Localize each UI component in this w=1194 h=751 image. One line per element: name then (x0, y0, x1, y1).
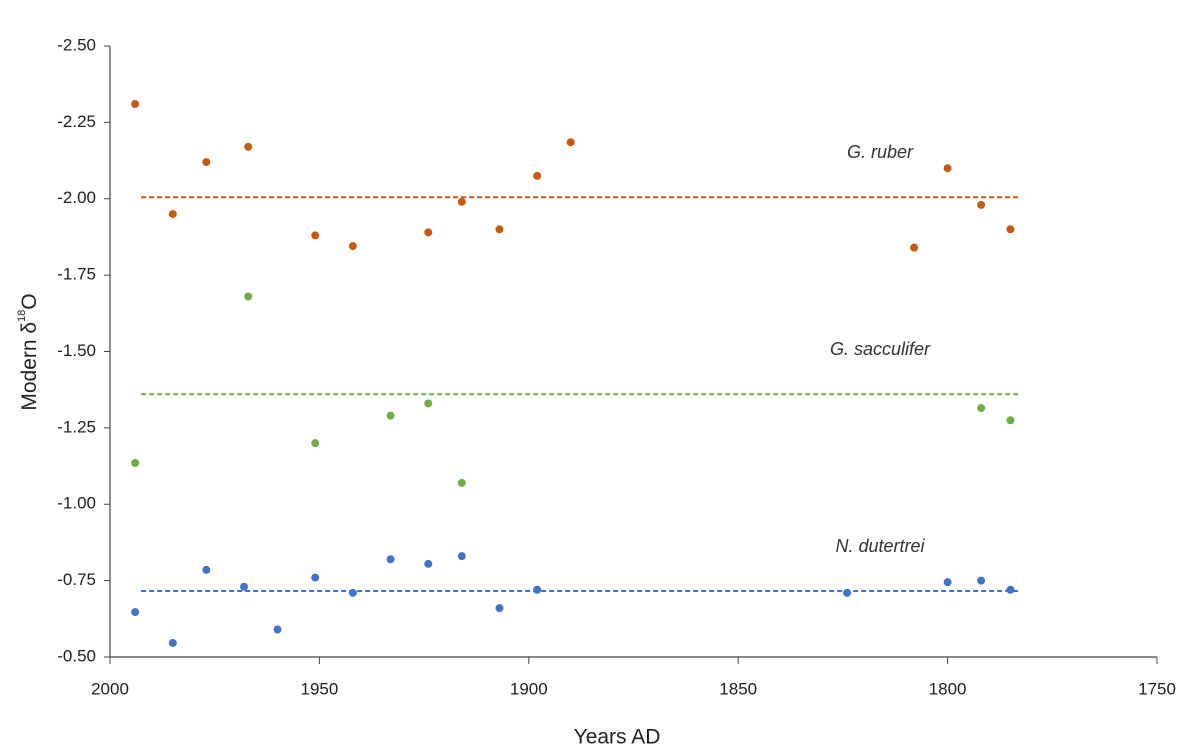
data-point (244, 142, 253, 151)
data-point (240, 582, 249, 591)
x-tick-label: 1850 (719, 679, 757, 698)
x-tick-label: 1750 (1138, 679, 1176, 698)
data-point (977, 200, 986, 209)
y-tick-label: -0.50 (57, 646, 96, 665)
data-point (386, 411, 395, 420)
y-tick-label: -0.75 (57, 570, 96, 589)
data-point (424, 559, 433, 568)
data-point (1006, 225, 1015, 234)
data-point (977, 404, 986, 413)
y-tick-label: -2.50 (57, 35, 96, 54)
y-tick-label: -2.00 (57, 188, 96, 207)
data-point (910, 243, 919, 252)
y-tick-label: -1.75 (57, 265, 96, 284)
y-axis-title-sup: 18 (16, 310, 28, 322)
series-label: N. dutertrei (835, 536, 925, 556)
data-point (533, 171, 542, 180)
data-point (131, 100, 140, 109)
data-point (348, 588, 357, 597)
data-point (495, 225, 504, 234)
data-point (273, 625, 282, 634)
data-point (424, 399, 433, 408)
y-tick-label: -2.25 (57, 112, 96, 131)
x-tick-label: 1800 (929, 679, 967, 698)
data-point (131, 608, 140, 617)
y-tick-label: -1.00 (57, 494, 96, 513)
data-point (457, 197, 466, 206)
data-point (495, 604, 504, 613)
data-point (168, 210, 177, 219)
data-point (311, 573, 320, 582)
data-point (202, 565, 211, 574)
series-label: G. sacculifer (830, 339, 931, 359)
data-point (202, 158, 211, 167)
data-point (386, 555, 395, 564)
data-point (311, 439, 320, 448)
x-tick-label: 1950 (300, 679, 338, 698)
y-tick-label: -1.50 (57, 341, 96, 360)
y-axis-title-main: Modern δ (18, 322, 41, 411)
data-point (168, 638, 177, 647)
data-point (843, 588, 852, 597)
data-point (1006, 416, 1015, 425)
data-point (533, 585, 542, 594)
y-axis-title-end: O (18, 293, 41, 309)
data-point (424, 228, 433, 237)
data-point (943, 578, 952, 587)
y-axis-title: Modern δ18O (16, 293, 41, 410)
data-point (977, 576, 986, 585)
x-tick-label: 2000 (91, 679, 129, 698)
data-point (131, 459, 140, 468)
x-tick-label: 1900 (510, 679, 548, 698)
data-point (457, 552, 466, 561)
data-point (1006, 585, 1015, 594)
data-point (348, 242, 357, 251)
data-point (244, 292, 253, 301)
series-label: G. ruber (847, 142, 914, 162)
data-point (566, 138, 575, 147)
data-point (311, 231, 320, 240)
y-tick-label: -1.25 (57, 417, 96, 436)
x-axis-title: Years AD (574, 726, 661, 749)
data-point (457, 478, 466, 487)
data-point (943, 164, 952, 173)
